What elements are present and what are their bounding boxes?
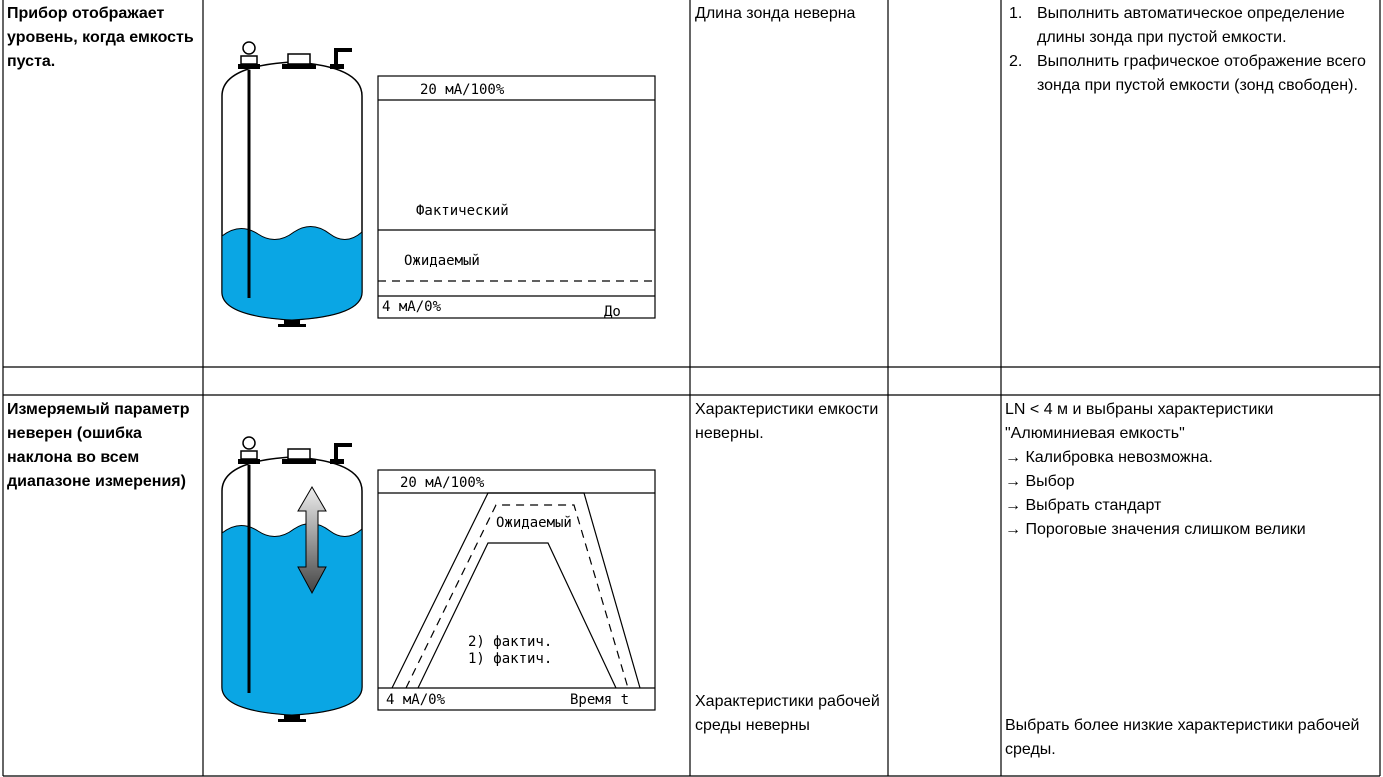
list-item: 2. Выполнить графическое отображение всег… <box>1005 50 1377 98</box>
list-text: Выполнить автоматическое определение дли… <box>1037 5 1345 46</box>
diagram-label: До <box>604 304 621 320</box>
list-text: Выполнить графическое отображение всего … <box>1037 53 1366 94</box>
remedy-list: 1. Выполнить автоматическое определение д… <box>1005 2 1377 98</box>
list-item: 1. Выполнить автоматическое определение д… <box>1005 2 1377 50</box>
remedy-line: LN < 4 м и выбраны характеристики "Алюми… <box>1005 401 1274 442</box>
remedy: Выбрать более низкие характеристики рабо… <box>1005 717 1360 758</box>
tank-illustration <box>221 436 363 722</box>
diagram-label: 4 мА/0% <box>386 692 446 708</box>
list-number: 2. <box>1009 53 1023 70</box>
diagram-label: 20 мА/100% <box>420 82 505 98</box>
diagram-label: Ожидаемый <box>496 515 572 531</box>
diagram-label: 2) фактич. <box>468 634 552 650</box>
remedy-line: → Калибровка невозможна. <box>1005 449 1213 466</box>
remedy: LN < 4 м и выбраны характеристики "Алюми… <box>1005 398 1377 542</box>
diagram-label: Фактический <box>416 203 509 219</box>
diagram-label: Ожидаемый <box>404 253 480 269</box>
list-number: 1. <box>1009 5 1023 22</box>
diagram-label: Время t <box>570 692 629 708</box>
diagram-label: 1) фактич. <box>468 651 552 667</box>
remedy-line: → Выбрать стандарт <box>1005 497 1162 514</box>
diagram-label: 4 мА/0% <box>382 299 442 315</box>
cause: Характеристики емкости неверны. <box>695 401 879 442</box>
diagram-frame <box>377 469 656 711</box>
tank-illustration <box>221 41 363 327</box>
cause: Характеристики рабочей среды неверны <box>695 693 880 734</box>
cause: Длина зонда неверна <box>695 5 856 22</box>
diagram-frame <box>377 75 656 319</box>
remedy-line: → Выбор <box>1005 473 1075 490</box>
problem: Измеряемый параметр неверен (ошибка накл… <box>7 401 190 490</box>
diagram-label: 20 мА/100% <box>400 475 485 491</box>
remedy-line: → Пороговые значения слишком велики <box>1005 521 1306 538</box>
problem: Прибор отображает уровень, когда емкость… <box>7 5 194 70</box>
